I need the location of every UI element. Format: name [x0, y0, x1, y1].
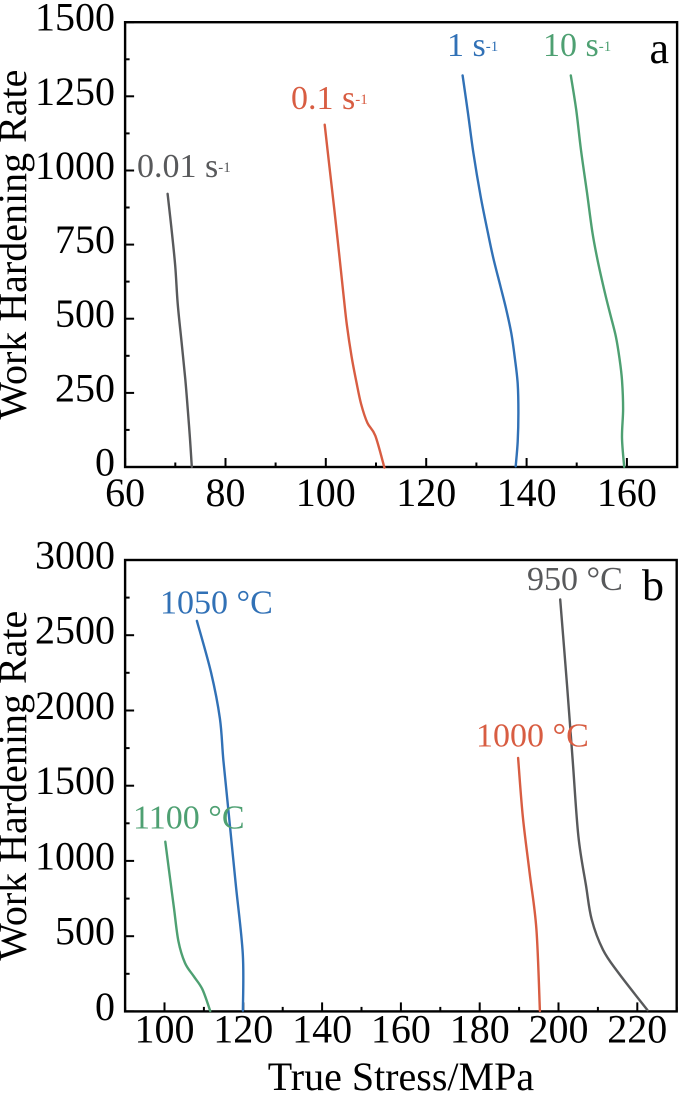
svg-text:1250: 1250	[35, 69, 115, 114]
svg-text:0: 0	[95, 440, 115, 485]
svg-text:500: 500	[55, 909, 115, 954]
svg-text:2000: 2000	[35, 683, 115, 728]
svg-text:220: 220	[607, 1007, 667, 1052]
svg-text:160: 160	[371, 1007, 431, 1052]
svg-text:180: 180	[450, 1007, 510, 1052]
svg-text:Work Hardening Rate: Work Hardening Rate	[0, 611, 35, 961]
svg-text:140: 140	[497, 470, 557, 515]
svg-text:1000: 1000	[35, 143, 115, 188]
svg-text:200: 200	[529, 1007, 589, 1052]
svg-text:120: 120	[396, 470, 456, 515]
svg-text:a: a	[649, 24, 669, 73]
svg-text:120: 120	[213, 1007, 273, 1052]
svg-text:160: 160	[597, 470, 657, 515]
svg-text:b: b	[642, 561, 664, 610]
svg-text:1050 °C: 1050 °C	[160, 585, 273, 622]
svg-text:1000: 1000	[35, 833, 115, 878]
svg-text:0.1 s-1: 0.1 s-1	[291, 80, 368, 117]
svg-text:1500: 1500	[35, 758, 115, 803]
svg-text:True Stress/MPa: True Stress/MPa	[268, 1054, 535, 1099]
svg-text:1100 °C: 1100 °C	[133, 799, 245, 836]
svg-text:250: 250	[55, 365, 115, 410]
svg-text:3000: 3000	[35, 533, 115, 578]
svg-text:1 s-1: 1 s-1	[447, 27, 498, 64]
svg-text:140: 140	[292, 1007, 352, 1052]
svg-text:750: 750	[55, 217, 115, 262]
svg-text:10 s-1: 10 s-1	[543, 27, 611, 64]
svg-text:100: 100	[135, 1007, 195, 1052]
svg-text:Work Hardening Rate: Work Hardening Rate	[0, 70, 35, 420]
svg-text:80: 80	[206, 470, 246, 515]
svg-text:0.01 s-1: 0.01 s-1	[137, 148, 231, 185]
svg-text:0: 0	[95, 984, 115, 1029]
svg-text:2500: 2500	[35, 608, 115, 653]
svg-text:1500: 1500	[35, 0, 115, 40]
svg-text:500: 500	[55, 291, 115, 336]
svg-text:950 °C: 950 °C	[527, 561, 623, 598]
svg-text:1000 °C: 1000 °C	[476, 717, 589, 754]
svg-text:100: 100	[296, 470, 356, 515]
